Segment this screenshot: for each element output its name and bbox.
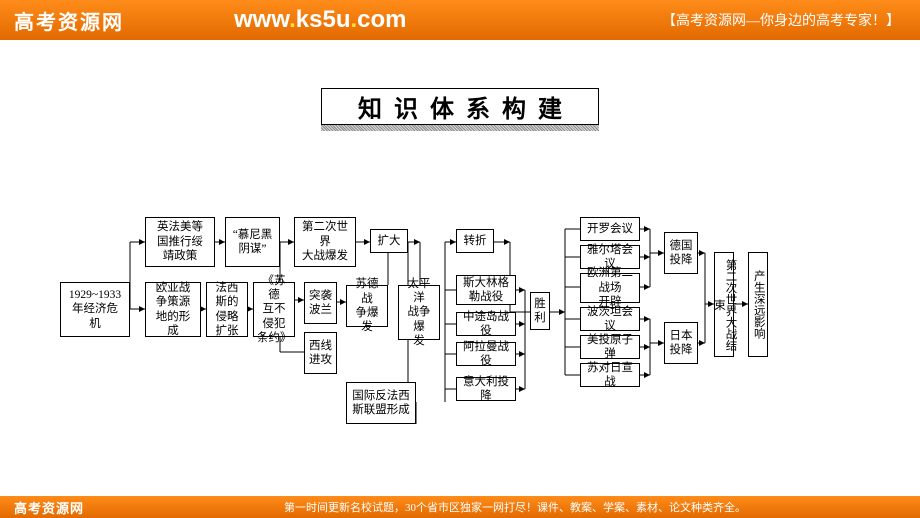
flowchart-node-turn: 转折 — [456, 229, 494, 253]
site-url: www.ks5u.com — [234, 6, 407, 34]
flowchart-node-midway: 中途岛战役 — [456, 312, 516, 336]
flowchart-node-ww2_out: 第二次世界大战爆发 — [294, 217, 356, 267]
flowchart-node-sov_ger: 《苏德互不侵犯条约》 — [253, 282, 295, 337]
flowchart-node-poland: 突袭波兰 — [304, 282, 337, 324]
flowchart-node-victory: 胜利 — [530, 292, 550, 330]
flowchart-node-west: 西线进攻 — [304, 332, 337, 374]
flowchart-node-cairo: 开罗会议 — [580, 217, 640, 241]
flowchart-node-euro_origin: 欧亚战争策源地的形成 — [145, 282, 201, 337]
flowchart-node-stalingrad: 斯大林格勒战役 — [456, 275, 516, 305]
flowchart-node-jp_sur: 日本投降 — [664, 322, 698, 364]
flowchart-node-euro2: 欧洲第二战场开辟 — [580, 273, 640, 303]
flowchart-node-anti_fascist: 国际反法西斯联盟形成 — [346, 382, 416, 424]
flowchart-node-ww2_end: 第二次世界大战结束 — [714, 252, 734, 357]
flowchart-diagram: 1929~1933年经济危机英法美等国推行绥靖政策欧亚战争策源地的形成法西斯的侵… — [0, 177, 920, 457]
footer-bar: 高考资源网 第一时间更新名校试题，30个省市区独家一网打尽！课件、教案、学案、素… — [0, 496, 920, 518]
flowchart-node-fascist_exp: 法西斯的侵略扩张 — [206, 282, 248, 337]
site-logo: 高考资源网 — [14, 6, 124, 35]
flowchart-node-crisis: 1929~1933年经济危机 — [60, 282, 130, 337]
flowchart-node-munich: “慕尼黑阴谋” — [225, 217, 280, 267]
flowchart-node-ger_sur: 德国投降 — [664, 232, 698, 274]
flowchart-node-expand: 扩大 — [370, 229, 408, 253]
footer-logo: 高考资源网 — [14, 498, 84, 517]
flowchart-node-appease: 英法美等国推行绥靖政策 — [145, 217, 215, 267]
flowchart-node-alamein: 阿拉曼战役 — [456, 342, 516, 366]
section-title-container: 知识体系构建 — [0, 88, 920, 125]
flowchart-node-yalta: 雅尔塔会议 — [580, 245, 640, 269]
flowchart-node-pacific: 太平洋战争爆发 — [398, 285, 440, 340]
site-tagline: 【高考资源网—你身边的高考专家！】 — [662, 10, 900, 30]
section-title: 知识体系构建 — [346, 97, 574, 123]
flowchart-node-italy: 意大利投降 — [456, 377, 516, 401]
flowchart-node-potsdam: 波茨坦会议 — [580, 307, 640, 331]
footer-text: 第一时间更新名校试题，30个省市区独家一网打尽！课件、教案、学案、素材、论文种类… — [284, 499, 746, 515]
flowchart-node-sov_ger_war: 苏德战争爆发 — [346, 285, 388, 327]
header-bar: 高考资源网 www.ks5u.com 【高考资源网—你身边的高考专家！】 — [0, 0, 920, 40]
flowchart-node-sov_jp: 苏对日宣战 — [580, 363, 640, 387]
section-title-box: 知识体系构建 — [321, 88, 599, 125]
flowchart-node-atom: 美投原子弹 — [580, 335, 640, 359]
flowchart-node-impact: 产生深远影响 — [748, 252, 768, 357]
